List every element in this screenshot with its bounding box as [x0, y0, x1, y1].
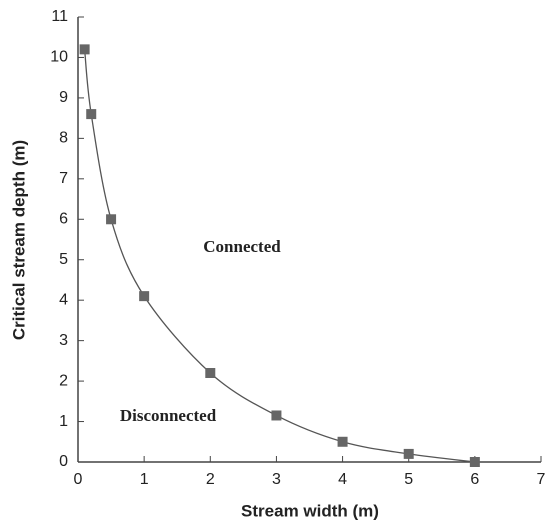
marker [271, 410, 282, 421]
y-tick-label: 5 [59, 251, 68, 268]
y-tick-label: 10 [50, 49, 68, 66]
x-tick-label: 1 [140, 471, 149, 488]
annotation: Connected [203, 237, 281, 256]
y-tick-label: 8 [59, 130, 68, 147]
x-tick-label: 5 [404, 471, 413, 488]
y-tick-label: 3 [59, 332, 68, 349]
y-axis-title: Critical stream depth (m) [9, 140, 28, 340]
marker [469, 457, 480, 467]
marker [403, 448, 414, 459]
marker [86, 109, 97, 120]
fit-line [83, 49, 475, 463]
y-tick-label: 0 [59, 453, 68, 470]
x-tick-label: 6 [470, 471, 479, 488]
marker [139, 291, 150, 302]
y-tick-label: 9 [59, 89, 68, 106]
y-tick-label: 4 [59, 291, 68, 308]
marker [106, 214, 117, 225]
y-tick-label: 6 [59, 210, 68, 227]
annotation: Disconnected [120, 406, 217, 425]
x-axis-title: Stream width (m) [241, 501, 379, 520]
x-tick-label: 3 [272, 471, 281, 488]
x-tick-label: 7 [537, 471, 546, 488]
y-tick-label: 11 [51, 8, 68, 25]
y-tick-label: 2 [59, 372, 68, 389]
marker [79, 44, 90, 55]
x-tick-label: 2 [206, 471, 215, 488]
y-tick-label: 1 [59, 413, 68, 430]
y-tick-label: 7 [59, 170, 68, 187]
x-tick-label: 0 [74, 471, 83, 488]
marker [205, 368, 216, 378]
x-tick-label: 4 [338, 471, 347, 488]
marker [337, 436, 348, 447]
